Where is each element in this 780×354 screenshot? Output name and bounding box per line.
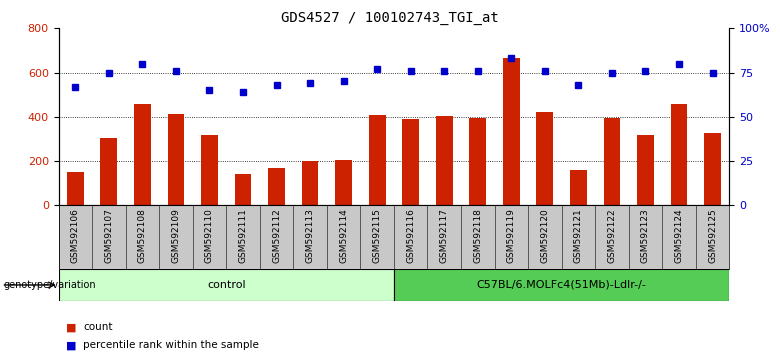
Bar (503, 58, 519, 205)
Text: GSM592116: GSM592116 (406, 209, 415, 263)
Bar (671, 104, 687, 205)
Bar (369, 115, 385, 205)
Text: C57BL/6.MOLFc4(51Mb)-Ldlr-/-: C57BL/6.MOLFc4(51Mb)-Ldlr-/- (477, 280, 647, 290)
Text: GSM592108: GSM592108 (138, 209, 147, 263)
Text: percentile rank within the sample: percentile rank within the sample (83, 340, 259, 350)
Text: GSM592109: GSM592109 (172, 209, 180, 263)
Bar (268, 168, 285, 205)
Text: GSM592125: GSM592125 (708, 209, 717, 263)
Bar (58, 269, 394, 301)
Text: GSM592119: GSM592119 (507, 209, 516, 263)
Bar (604, 118, 620, 205)
Bar (168, 114, 184, 205)
Bar (470, 118, 486, 205)
Text: GSM592106: GSM592106 (71, 209, 80, 263)
Text: GSM592124: GSM592124 (675, 209, 683, 263)
Text: GSM592111: GSM592111 (239, 209, 247, 263)
Text: GSM592121: GSM592121 (574, 209, 583, 263)
Bar (101, 138, 117, 205)
Bar (704, 133, 721, 205)
Text: GSM592107: GSM592107 (105, 209, 113, 263)
Text: control: control (207, 280, 246, 290)
Text: ■: ■ (66, 322, 76, 332)
Text: GSM592112: GSM592112 (272, 209, 281, 263)
Text: ■: ■ (66, 340, 76, 350)
Bar (235, 175, 251, 205)
Bar (537, 113, 553, 205)
Text: GSM592123: GSM592123 (641, 209, 650, 263)
Text: GSM592114: GSM592114 (339, 209, 348, 263)
Bar (134, 104, 151, 205)
Bar (67, 172, 83, 205)
Bar (402, 119, 419, 205)
Bar (570, 170, 587, 205)
Text: GSM592115: GSM592115 (373, 209, 381, 263)
Text: GSM592117: GSM592117 (440, 209, 448, 263)
Text: GSM592113: GSM592113 (306, 209, 314, 263)
Bar (335, 160, 352, 205)
Bar (436, 116, 452, 205)
Bar (302, 161, 318, 205)
Text: GSM592120: GSM592120 (541, 209, 549, 263)
Text: genotype/variation: genotype/variation (4, 280, 97, 290)
Text: GDS4527 / 100102743_TGI_at: GDS4527 / 100102743_TGI_at (281, 11, 499, 25)
Text: GSM592110: GSM592110 (205, 209, 214, 263)
Text: GSM592118: GSM592118 (473, 209, 482, 263)
Bar (394, 269, 729, 301)
Text: GSM592122: GSM592122 (608, 209, 616, 263)
Text: count: count (83, 322, 113, 332)
Bar (201, 135, 218, 205)
Bar (637, 135, 654, 205)
